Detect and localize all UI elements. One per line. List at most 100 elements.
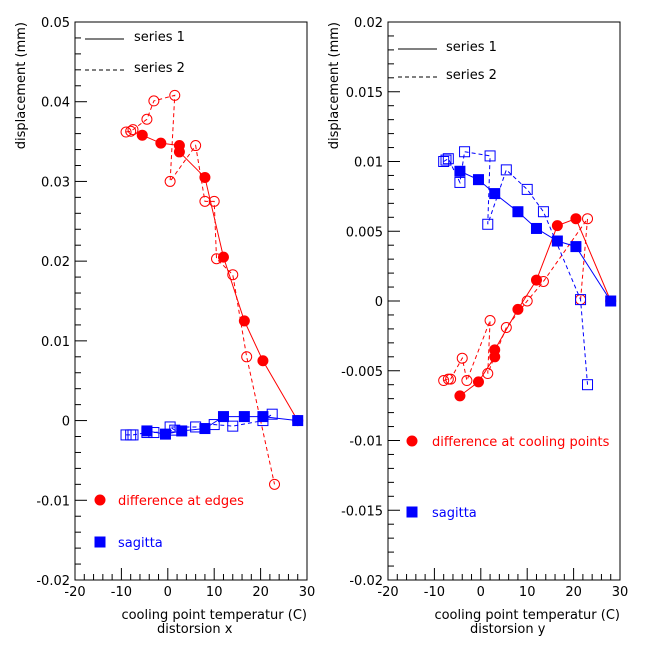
y-tick-label: -0.01 [36,494,70,509]
data-point-s4-3 [127,429,139,441]
data-point-s1-5 [512,303,524,315]
y-axis-title: displacement (mm) [327,22,342,149]
plot-frame [74,21,308,581]
data-point-s1-6 [530,274,542,286]
data-point-s1-8 [257,355,269,367]
y-tick-label: -0.005 [341,365,383,380]
x-tick-label: 20 [252,585,269,600]
data-point-s3-5 [530,222,542,234]
data-point-s2-11 [211,253,223,265]
data-point-s2-13 [241,351,253,363]
data-point-s1-4 [173,146,185,158]
data-point-s3-5 [217,411,229,423]
data-point-s2-5 [461,375,473,387]
data-point-s4-5 [459,146,471,158]
data-point-s2-4 [456,352,468,364]
data-point-s1-1 [136,129,148,141]
x-axis-title: cooling point temperatur (C) [434,608,620,623]
data-point-s4-7 [482,218,494,230]
marker-legend-label-2: sagitta [432,506,477,521]
x-axis-title: cooling point temperatur (C) [121,608,307,623]
legend-label-2: series 2 [446,68,497,83]
data-point-s2-1 [120,126,132,138]
legend-label-1: series 1 [134,30,185,45]
data-point-s2-8 [500,322,512,334]
data-point-s2-5 [148,95,160,107]
data-point-s4-11 [257,415,269,427]
data-point-s4-12 [582,379,594,391]
data-point-s1-2 [472,376,484,388]
data-point-s1-1 [454,390,466,402]
y-tick-label: 0.005 [346,225,383,240]
data-point-s2-2 [442,373,454,385]
data-point-s4-7 [164,421,176,433]
data-point-s3-7 [570,241,582,253]
data-point-s1-7 [551,220,563,232]
series-line-1 [142,134,299,421]
data-point-s2-8 [190,140,202,152]
data-point-s2-7 [482,368,494,380]
data-point-s1-5 [199,171,211,183]
x-tick-label: 10 [206,585,223,600]
data-point-s4-8 [190,421,202,433]
data-point-s4-9 [208,419,220,431]
data-point-s2-6 [484,315,496,327]
y-tick-label: 0.02 [41,255,70,270]
chart-panel-2: -20 -10 0 10 20 30 -0.02 -0.015 -0.01 -0.005 0 0.00… [327,16,628,637]
data-point-s4-4 [141,427,153,439]
x-tick-label: 0 [477,585,485,600]
data-point-s4-8 [500,164,512,176]
data-point-s2-4 [141,113,153,125]
data-point-s2-10 [537,275,549,287]
y-tick-label: -0.015 [341,504,383,519]
series-line-2 [125,94,276,485]
data-point-s2-14 [269,478,281,490]
data-point-s2-12 [227,269,239,281]
data-point-s4-10 [537,206,549,218]
data-point-s4-9 [521,183,533,195]
data-point-s3-4 [512,206,524,218]
series-line-1 [459,218,612,397]
data-point-s1-2 [155,137,167,149]
series-line-2 [443,216,589,383]
marker-legend-label-1: difference at edges [118,494,244,509]
chart-subtitle: distorsion x [157,622,233,637]
x-tick-label: 20 [565,585,582,600]
y-tick-label: 0.03 [41,175,70,190]
data-point-s4-6 [484,150,496,162]
data-point-s2-1 [438,375,450,387]
data-point-s4-3 [442,153,454,165]
x-tick-label: 10 [519,585,536,600]
x-tick-label: -20 [377,585,398,600]
data-point-s2-6 [169,89,181,101]
data-point-s3-8 [292,415,304,427]
data-point-s3-3 [489,188,501,200]
data-point-s2-3 [445,373,457,385]
x-tick-label: -10 [424,585,445,600]
data-point-s4-2 [440,154,452,166]
data-point-s3-6 [551,235,563,247]
y-tick-label: 0.01 [41,335,70,350]
y-tick-label: -0.02 [36,574,70,589]
marker-legend-label-2: sagitta [118,536,163,551]
legend-label-1: series 1 [446,40,497,55]
y-tick-label: 0.01 [354,156,383,171]
y-tick-label: 0.05 [41,16,70,31]
data-point-s2-3 [127,124,139,136]
y-tick-label: -0.02 [349,574,383,589]
data-point-s2-9 [199,195,211,207]
data-point-s4-10 [227,420,239,432]
y-tick-label: 0 [62,415,70,430]
data-point-s3-2 [472,174,484,186]
data-point-s3-4 [199,423,211,435]
marker-legend-symbol-1 [406,435,418,447]
data-point-s2-11 [582,213,594,225]
y-tick-label: -0.01 [349,435,383,450]
data-point-s3-3 [176,425,188,437]
data-point-s3-6 [238,411,250,423]
y-tick-label: 0 [375,295,383,310]
marker-legend-symbol-2 [406,506,418,518]
marker-legend-symbol-2 [94,536,106,548]
marker-legend-label-1: difference at cooling points [432,435,610,450]
